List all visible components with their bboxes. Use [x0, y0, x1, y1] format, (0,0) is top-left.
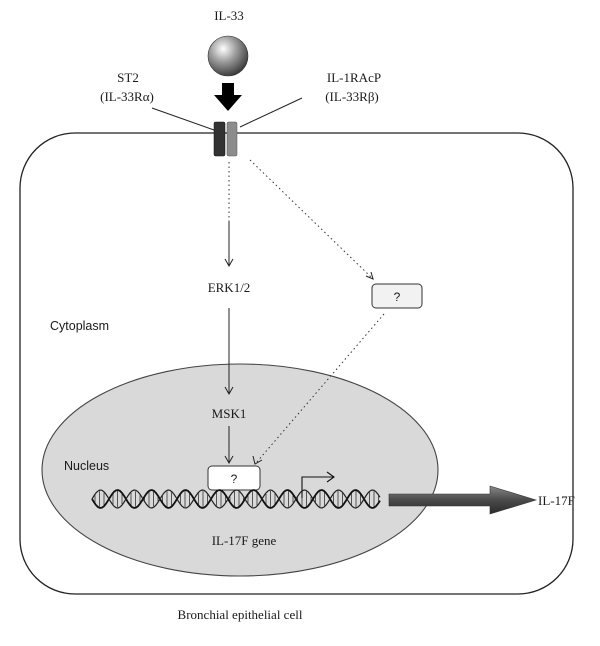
- unknown-cyto-label: ?: [394, 290, 401, 304]
- il1racp-label: IL-1RAcP: [327, 70, 381, 85]
- unknown-nuc-box: [207, 465, 261, 491]
- unknown-cyto-box: [371, 283, 423, 309]
- product-arrow: [388, 485, 538, 515]
- il1racp-leader-line: [239, 97, 303, 128]
- erk-label: ERK1/2: [208, 280, 251, 295]
- arrow-to-unknown-head: [365, 271, 374, 280]
- binding-arrow: [214, 83, 242, 111]
- cell-label: Bronchial epithelial cell: [178, 607, 303, 622]
- transcription-start-arrow-head: [326, 471, 335, 483]
- dotted-line-to-unknown: [249, 159, 373, 279]
- st2-alias-label: (IL-33Rα): [100, 89, 154, 104]
- arrow-to-msk-head: [224, 386, 234, 396]
- unknown-nuc-label: ?: [231, 472, 238, 486]
- arrow-to-erk-head: [224, 258, 234, 268]
- st2-receptor: [213, 121, 226, 157]
- il1racp-alias-label: (IL-33Rβ): [325, 89, 379, 104]
- dna-helix: [91, 489, 381, 509]
- msk-label: MSK1: [212, 406, 247, 421]
- cytoplasm-label: Cytoplasm: [50, 319, 109, 333]
- st2-label: ST2: [117, 70, 139, 85]
- gene-label: IL-17F gene: [212, 533, 277, 548]
- st2-leader-line: [151, 107, 215, 131]
- dotted-arrow-to-nuc-unknown-head: [252, 455, 263, 465]
- il1racp-receptor: [226, 121, 238, 157]
- transcription-start-arrow: [301, 476, 333, 498]
- ligand-label: IL-33: [214, 8, 244, 23]
- il33-ligand: [207, 35, 249, 77]
- arrow-to-nuc-unknown-head: [224, 455, 234, 465]
- dotted-line-to-nuc-unknown: [255, 313, 385, 464]
- product-label: IL-17F: [538, 493, 575, 508]
- nucleus-label: Nucleus: [64, 459, 109, 473]
